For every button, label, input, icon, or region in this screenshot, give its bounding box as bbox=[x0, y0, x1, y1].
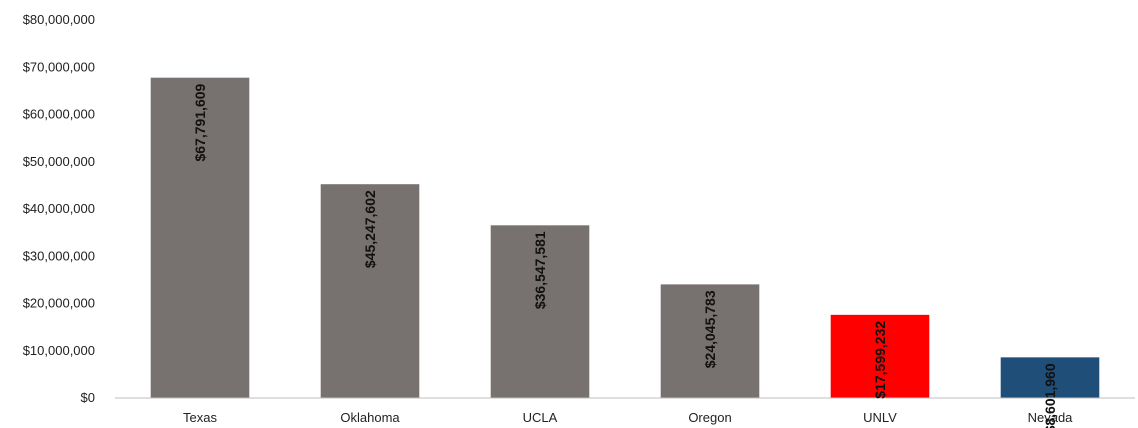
category-label: Texas bbox=[183, 410, 217, 425]
bar-texas bbox=[150, 77, 250, 399]
y-tick-label: $60,000,000 bbox=[23, 107, 95, 122]
y-tick-label: $50,000,000 bbox=[23, 154, 95, 169]
bar-ucla bbox=[490, 225, 590, 398]
category-label: UCLA bbox=[523, 410, 558, 425]
y-tick-label: $70,000,000 bbox=[23, 59, 95, 74]
bar-unlv bbox=[830, 314, 930, 398]
y-tick-label: $40,000,000 bbox=[23, 201, 95, 216]
data-labels: $67,791,609 $45,247,602 $36,547,581 $24,045… bbox=[192, 83, 1058, 428]
y-axis: $0 $10,000,000 $20,000,000 $30,000,000 $40,0… bbox=[23, 12, 95, 405]
category-labels: Texas Oklahoma UCLA Oregon UNLV Nevada bbox=[183, 410, 1073, 425]
category-label: Nevada bbox=[1028, 410, 1074, 425]
bar-nevada bbox=[1000, 357, 1100, 398]
data-label: $45,247,602 bbox=[362, 190, 378, 268]
y-tick-label: $30,000,000 bbox=[23, 248, 95, 263]
category-label: UNLV bbox=[863, 410, 897, 425]
bars-group bbox=[150, 77, 1100, 399]
y-tick-label: $20,000,000 bbox=[23, 296, 95, 311]
category-label: Oklahoma bbox=[340, 410, 400, 425]
data-label: $36,547,581 bbox=[532, 231, 548, 309]
data-label: $24,045,783 bbox=[702, 290, 718, 368]
y-tick-label: $80,000,000 bbox=[23, 12, 95, 27]
data-label: $17,599,232 bbox=[872, 321, 888, 399]
bar-oklahoma bbox=[320, 184, 420, 398]
category-label: Oregon bbox=[688, 410, 731, 425]
data-label: $8,601,960 bbox=[1042, 363, 1058, 428]
data-label: $67,791,609 bbox=[192, 83, 208, 161]
y-tick-label: $10,000,000 bbox=[23, 343, 95, 358]
bar-oregon bbox=[660, 284, 760, 398]
y-tick-label: $0 bbox=[81, 390, 95, 405]
